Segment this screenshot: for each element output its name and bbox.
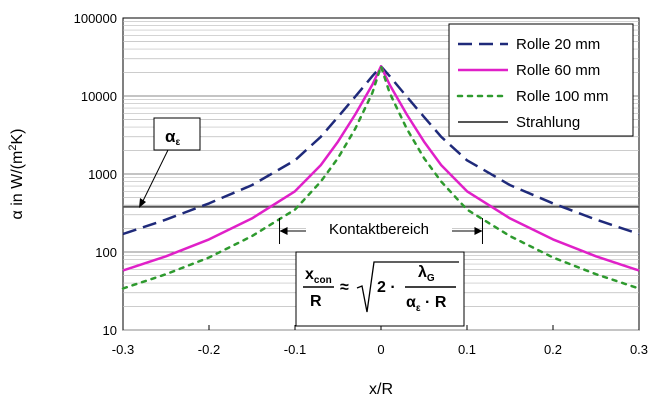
y-axis-label: α in W/(m2K)	[7, 129, 26, 220]
legend-label: Strahlung	[516, 114, 580, 131]
y-tick-label: 10000	[81, 89, 117, 104]
legend-label: Rolle 100 mm	[516, 88, 609, 105]
x-tick-label: 0.1	[458, 342, 476, 357]
y-tick-label: 1000	[88, 167, 117, 182]
legend: Rolle 20 mm Rolle 60 mm Rolle 100 mm Strahl…	[448, 23, 634, 137]
x-tick-label: -0.2	[198, 342, 220, 357]
svg-text:R: R	[310, 293, 322, 310]
svg-text:αε · R: αε · R	[406, 294, 447, 314]
y-tick-label: 10	[103, 323, 117, 338]
series-curves	[121, 65, 641, 290]
x-tick-label: 0	[377, 342, 384, 357]
kontakt-label: Kontaktbereich	[329, 221, 429, 238]
y-tick-label: 100	[95, 245, 117, 260]
x-tick-label: -0.3	[112, 342, 134, 357]
y-tick-label: 100000	[74, 11, 117, 26]
svg-text:2 ·: 2 ·	[377, 279, 396, 296]
x-tick-label: -0.1	[284, 342, 306, 357]
svg-text:≈: ≈	[340, 279, 349, 296]
x-tick-labels: -0.3 -0.2 -0.1 0 0.1 0.2 0.3	[112, 325, 648, 357]
svg-text:xcon: xcon	[305, 266, 332, 286]
formula-box: xcon R ≈ 2 · λG αε · R	[295, 251, 465, 327]
x-axis-label: x/R	[369, 381, 393, 398]
alpha-eps-annotation: αε	[139, 117, 201, 208]
legend-label: Rolle 60 mm	[516, 62, 600, 79]
x-tick-label: 0.3	[630, 342, 648, 357]
y-tick-labels: 10 100 1000 10000 100000	[74, 11, 117, 338]
x-tick-label: 0.2	[544, 342, 562, 357]
svg-text:αε: αε	[165, 127, 180, 148]
kontakt-range: Kontaktbereich	[279, 216, 483, 244]
legend-label: Rolle 20 mm	[516, 36, 600, 53]
series-line-rolle-100-mm	[121, 65, 641, 290]
svg-text:λG: λG	[418, 264, 435, 284]
